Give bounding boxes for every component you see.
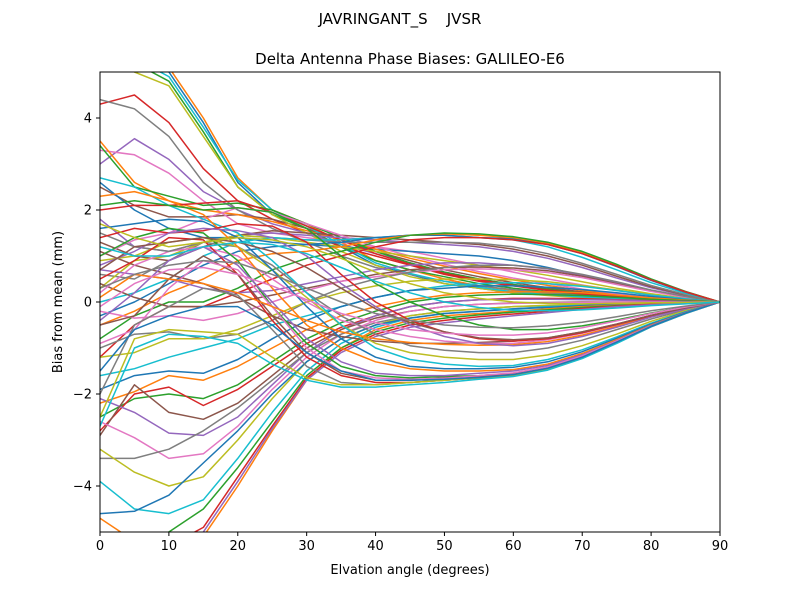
x-tick-label: 60: [505, 539, 522, 554]
series-line-52: [100, 190, 720, 372]
series-line-10: [158, 72, 720, 303]
series-line-69: [100, 223, 720, 305]
series-line-67: [100, 266, 720, 336]
series-line-37: [100, 301, 720, 460]
y-tick-label: 4: [84, 112, 92, 127]
series-line-70: [100, 241, 720, 312]
x-axis-label: Elvation angle (degrees): [330, 563, 489, 578]
chart-title: Delta Antenna Phase Biases: GALILEO-E6: [255, 50, 565, 68]
y-tick-label: 0: [84, 296, 92, 311]
series-layer: [100, 72, 720, 532]
x-tick-label: 90: [712, 539, 729, 554]
series-line-45: [202, 301, 720, 532]
x-tick-label: 80: [643, 539, 660, 554]
series-line-35: [100, 298, 720, 437]
x-tick-label: 10: [161, 539, 178, 554]
x-tick-label: 70: [574, 539, 591, 554]
series-line-62: [100, 273, 720, 346]
series-line-68: [100, 259, 720, 329]
x-tick-label: 40: [367, 539, 384, 554]
series-line-51: [100, 218, 720, 370]
y-axis: −4 −2 0 2 4: [73, 112, 100, 495]
series-line-50: [100, 177, 720, 368]
y-tick-label: 2: [84, 204, 92, 219]
series-line-66: [100, 236, 720, 341]
x-axis: 0 10 20 30 40 50 60 70 80 90: [96, 532, 728, 554]
series-line-31: [100, 285, 720, 391]
series-line-14: [100, 200, 720, 303]
y-axis-label: Bias from mean (mm): [51, 231, 66, 373]
x-tick-label: 50: [436, 539, 453, 554]
series-line-41: [100, 301, 720, 515]
y-tick-label: −4: [73, 480, 92, 495]
x-tick-label: 0: [96, 539, 104, 554]
series-line-23: [100, 232, 720, 340]
series-line-65: [100, 227, 720, 347]
series-line-32: [100, 291, 720, 404]
series-line-63: [100, 200, 720, 331]
series-line-61: [100, 301, 720, 381]
series-line-60: [100, 301, 720, 427]
x-tick-label: 20: [230, 539, 247, 554]
figure-suptitle: JAVRINGANT_S JVSR: [318, 10, 482, 29]
y-tick-label: −2: [73, 388, 92, 403]
x-tick-label: 30: [298, 539, 315, 554]
